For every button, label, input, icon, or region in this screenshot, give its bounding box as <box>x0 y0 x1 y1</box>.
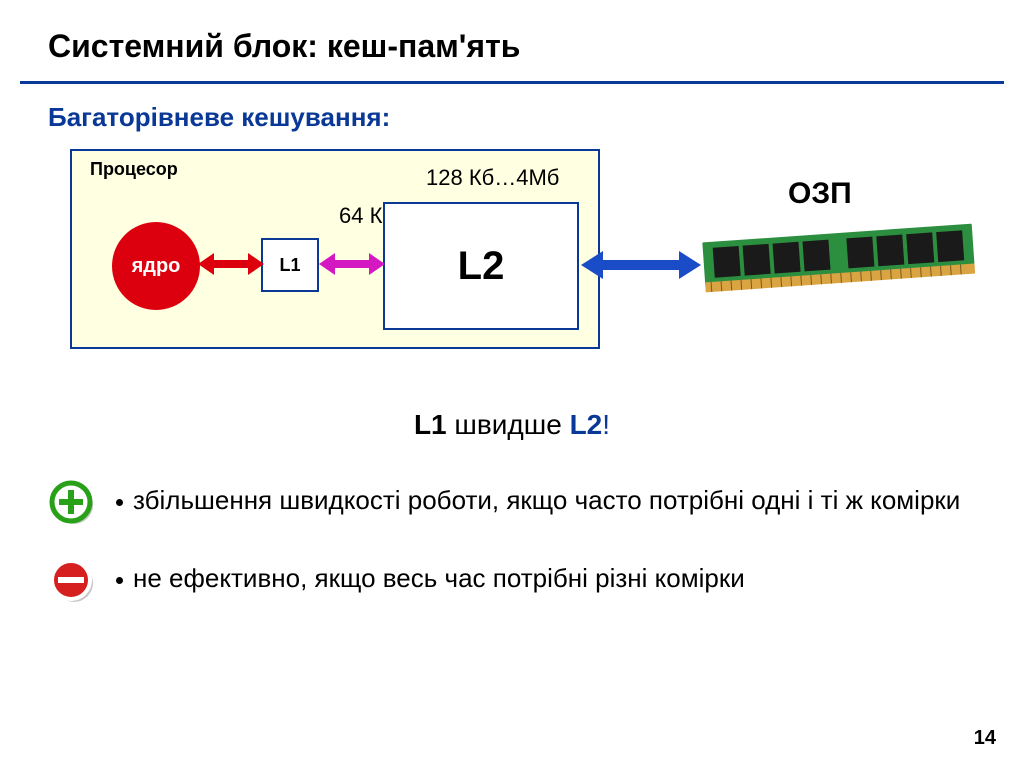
caption-excl: ! <box>602 409 610 440</box>
bullets-area: збільшення швидкості роботи, якщо часто … <box>0 479 1024 605</box>
arrow-l2-ozp <box>581 249 701 281</box>
bullet-con-text: не ефективно, якщо весь час потрібні різ… <box>116 557 745 596</box>
plus-icon <box>48 479 96 527</box>
slide-title: Системний блок: кеш-пам'ять <box>0 0 1024 75</box>
subheading: Багаторівневе кешування: <box>0 84 1024 133</box>
bullet-dot <box>116 499 123 506</box>
ozp-label: ОЗП <box>788 177 852 211</box>
l2-label: L2 <box>458 244 505 289</box>
caption-mid: швидше <box>447 409 570 440</box>
l2-size-label: 128 Кб…4Мб <box>426 165 559 191</box>
core-circle: ядро <box>112 222 200 310</box>
ram-stick-icon <box>700 219 978 305</box>
bullet-pro-text: збільшення швидкості роботи, якщо часто … <box>116 479 960 518</box>
arrow-l1-l2 <box>319 251 385 277</box>
l1-box: L1 <box>261 238 319 292</box>
l1-label: L1 <box>279 255 300 276</box>
bullet-dot <box>116 577 123 584</box>
core-label: ядро <box>132 255 181 278</box>
l2-box: L2 <box>383 202 579 330</box>
caption-l2: L2 <box>570 409 603 440</box>
bullet-pro: збільшення швидкості роботи, якщо часто … <box>48 479 964 527</box>
processor-label: Процесор <box>90 159 178 180</box>
arrow-core-l1 <box>198 251 264 277</box>
page-number: 14 <box>974 727 996 750</box>
minus-icon <box>48 557 96 605</box>
bullet-pro-content: збільшення швидкості роботи, якщо часто … <box>133 485 960 515</box>
cache-diagram: Процесор 64 Кб 128 Кб…4Мб ядро L1 L2 ОЗП <box>0 149 1024 409</box>
comparison-caption: L1 швидше L2! <box>0 409 1024 441</box>
bullet-con-content: не ефективно, якщо весь час потрібні різ… <box>133 563 745 593</box>
caption-l1: L1 <box>414 409 447 440</box>
bullet-con: не ефективно, якщо весь час потрібні різ… <box>48 557 964 605</box>
